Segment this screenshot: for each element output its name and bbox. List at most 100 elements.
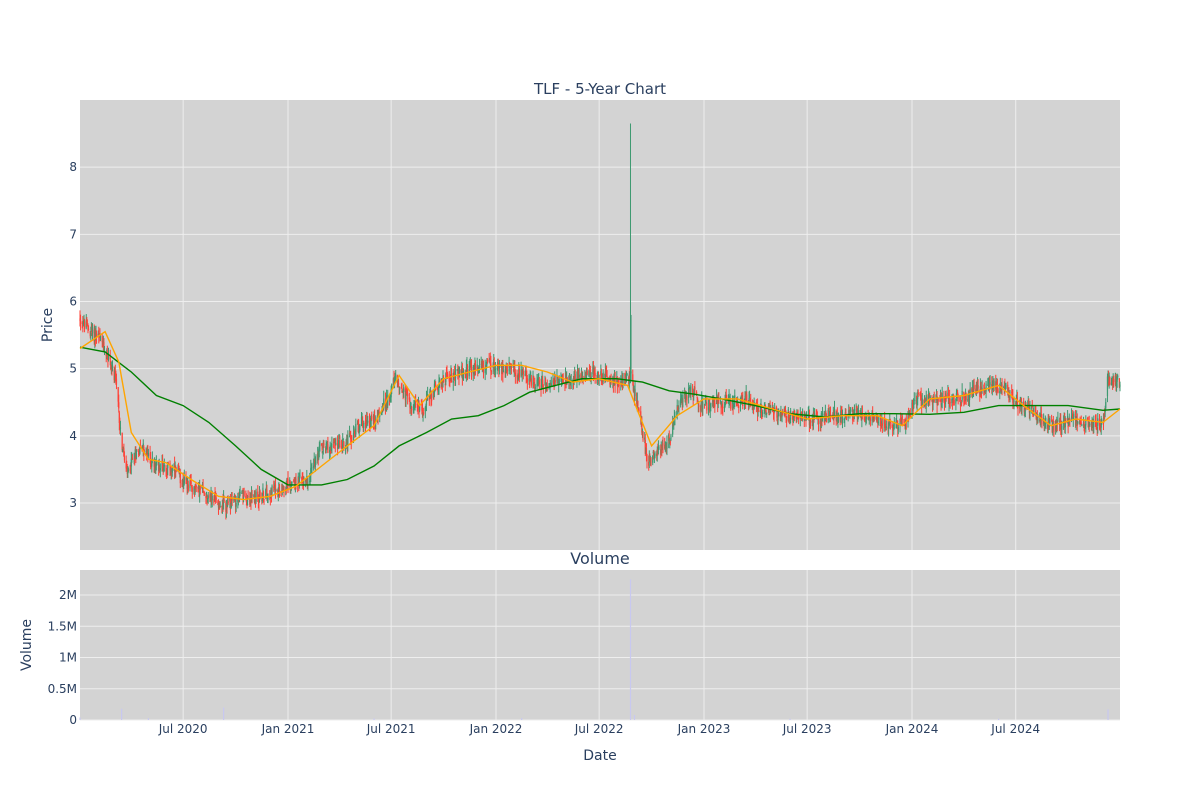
candle-body [383,398,385,409]
candle-body [313,465,315,468]
candle-body [901,416,903,420]
candle-body [626,373,628,376]
candle-body [1091,419,1093,425]
candle-body [1040,414,1042,416]
candle-body [433,391,435,396]
candle-body [307,482,309,485]
candle-body [804,416,807,418]
candle-body [185,478,188,480]
candle-body [1023,408,1025,413]
candle-body [899,418,901,426]
candle-body [939,399,941,401]
candle-body [552,380,554,383]
candle-body [306,478,308,486]
candle-body [940,399,942,406]
candle-body [758,410,760,412]
candle-body [155,466,157,470]
candle-body [351,440,353,442]
candle-body [183,477,185,484]
candle-body [1084,426,1086,428]
candle-body [279,491,281,493]
candle-body [604,371,607,377]
candle-body [437,388,439,392]
candle-body [800,412,802,414]
candle-body [600,373,603,378]
candle-body [318,449,320,459]
candle-body [605,372,608,377]
candle-body [702,401,704,410]
candle-body [191,484,193,488]
candle-body [760,406,762,409]
candle-body [500,363,502,365]
candle-body [1036,414,1038,424]
candle-body [913,399,915,401]
candle-body [525,371,527,376]
candle-body [725,396,727,401]
candle-body [836,414,838,422]
volume-bar [1107,709,1109,720]
candle-body [1067,418,1069,428]
candle-body [138,451,140,455]
candle-body [602,372,604,382]
candle-body [1045,422,1047,424]
candle-body [789,418,791,420]
candle-body [1041,417,1043,425]
candle-body [877,415,879,424]
candle-body [123,448,125,456]
candle-body [91,327,94,334]
candle-body [809,420,812,423]
candle-body [1074,416,1077,425]
candle-body [825,412,827,418]
volume-bar [998,718,1000,720]
candle-body [313,458,315,464]
candle-body [285,488,287,491]
candle-body [413,405,415,408]
candle-body [556,375,558,382]
candle-body [374,416,376,424]
candle-body [536,379,538,387]
candle-body [713,401,715,403]
candle-body [872,412,874,418]
candle-body [812,412,815,423]
candle-body [408,397,410,400]
candle-body [911,404,914,408]
candle-body [880,425,882,427]
candle-body [877,421,879,424]
candle-body [713,400,715,402]
candle-body [606,376,608,379]
candle-body [357,423,359,426]
candle-body [1115,383,1118,386]
candle-body [632,374,634,381]
candle-body [705,402,707,404]
candle-body [704,403,706,406]
candle-body [984,391,987,394]
candle-body [668,436,670,444]
candle-body [123,456,126,461]
candle-body [943,395,945,401]
candle-body [654,453,656,457]
candle-body [672,423,674,435]
candle-body [143,447,145,454]
candle-body [494,369,497,371]
candle-body [441,383,444,387]
candle-body [203,491,205,496]
candle-body [442,377,445,382]
candle-body [1085,419,1087,426]
candle-body [506,370,508,372]
candle-body [960,402,963,404]
candle-body [1090,423,1093,428]
candle-body [977,385,979,389]
candle-body [336,443,339,450]
candle-body [205,496,207,498]
candle-body [493,359,495,365]
candle-body [792,419,795,423]
candle-body [425,405,427,409]
candle-body [981,387,983,391]
candle-body [295,478,297,487]
candle-body [241,492,243,494]
candle-body [537,377,539,383]
candle-body [736,403,738,405]
candle-body [190,481,192,485]
candle-body [290,482,293,486]
candle-body [557,378,559,385]
